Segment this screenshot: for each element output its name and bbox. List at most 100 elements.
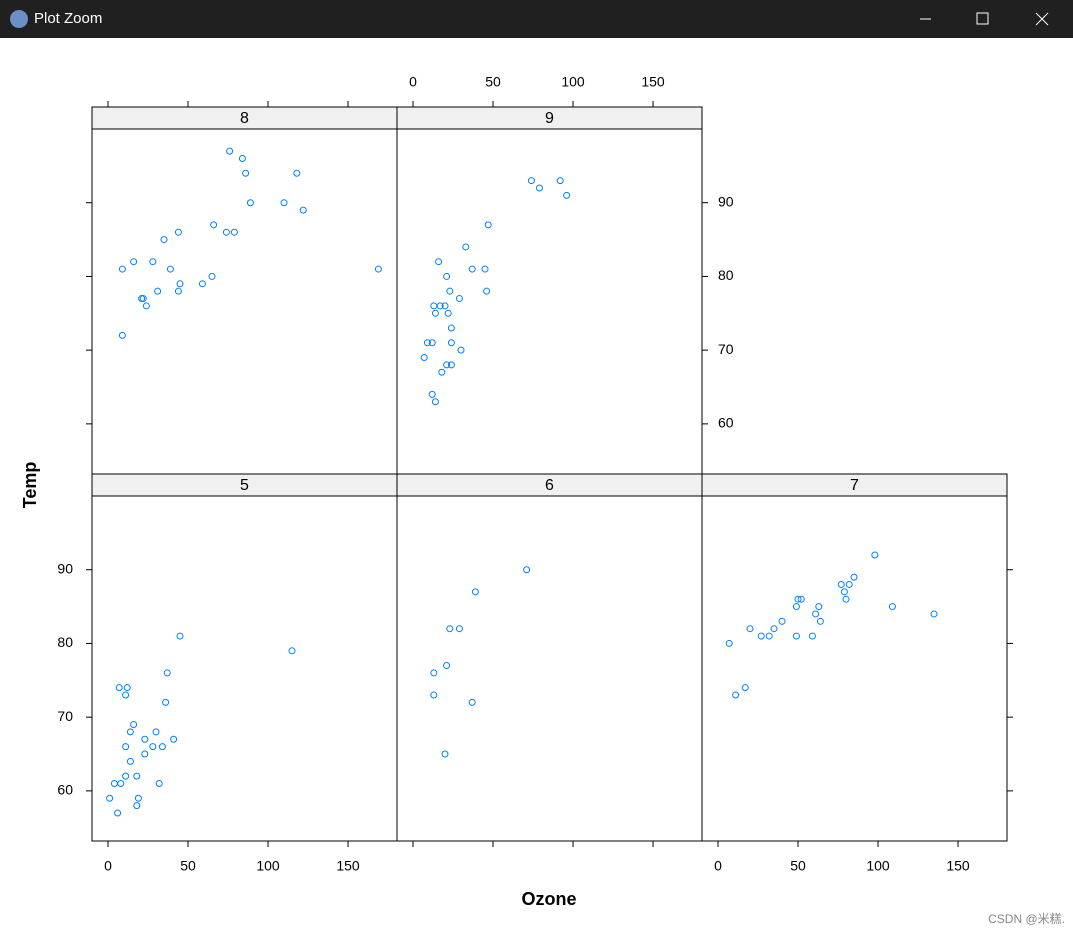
point bbox=[438, 368, 446, 376]
point bbox=[230, 228, 238, 236]
point bbox=[117, 780, 125, 787]
point bbox=[455, 625, 463, 633]
panel bbox=[396, 495, 703, 842]
point bbox=[226, 147, 234, 155]
point bbox=[441, 302, 449, 310]
x-axis-label: Ozone bbox=[521, 889, 576, 909]
title-bar-graphics bbox=[10, 10, 1049, 28]
point bbox=[812, 610, 820, 618]
point bbox=[222, 228, 230, 236]
maximize-button[interactable] bbox=[976, 12, 989, 25]
point bbox=[139, 295, 147, 303]
point bbox=[443, 272, 451, 280]
point bbox=[794, 595, 802, 603]
point bbox=[133, 802, 141, 810]
app-icon bbox=[10, 10, 28, 28]
point bbox=[431, 309, 439, 317]
x-tick-label: 150 bbox=[336, 858, 360, 874]
point bbox=[126, 728, 134, 736]
point bbox=[155, 780, 163, 787]
point bbox=[792, 632, 800, 640]
point bbox=[447, 361, 455, 369]
y-tick-label: 80 bbox=[718, 267, 734, 283]
point bbox=[118, 265, 126, 273]
point bbox=[431, 398, 439, 406]
point bbox=[142, 302, 150, 310]
point bbox=[436, 302, 444, 310]
point bbox=[158, 743, 166, 751]
point bbox=[815, 603, 823, 611]
point bbox=[166, 265, 174, 273]
point bbox=[106, 794, 114, 802]
point bbox=[441, 750, 449, 758]
y-tick-label: 70 bbox=[718, 341, 734, 357]
point bbox=[556, 177, 564, 185]
point bbox=[170, 735, 178, 743]
point bbox=[871, 551, 879, 559]
point bbox=[210, 221, 218, 229]
point bbox=[842, 595, 850, 603]
x-tick-label: 0 bbox=[409, 74, 417, 90]
point bbox=[130, 721, 138, 729]
strip-label: 5 bbox=[240, 477, 249, 494]
watermark: CSDN @米糕. bbox=[988, 912, 1065, 926]
point bbox=[114, 809, 122, 817]
point bbox=[130, 258, 138, 266]
panel bbox=[396, 128, 703, 475]
y-tick-label: 60 bbox=[718, 415, 734, 431]
point bbox=[133, 772, 141, 780]
point bbox=[198, 280, 206, 288]
point bbox=[765, 632, 773, 640]
point bbox=[930, 610, 938, 618]
point bbox=[154, 287, 162, 295]
y-tick-label: 80 bbox=[57, 634, 73, 650]
point bbox=[293, 169, 301, 177]
point bbox=[299, 206, 307, 214]
window-title: Plot Zoom bbox=[34, 10, 103, 27]
point bbox=[757, 632, 765, 640]
x-tick-label: 100 bbox=[561, 74, 585, 90]
point bbox=[118, 331, 126, 339]
point bbox=[484, 221, 492, 229]
y-axis-label: Temp bbox=[20, 462, 40, 509]
strip-label: 8 bbox=[240, 110, 249, 127]
point bbox=[732, 691, 740, 699]
title-bar: Plot Zoom bbox=[0, 0, 1073, 38]
x-tick-label: 50 bbox=[485, 74, 501, 90]
point bbox=[446, 287, 454, 295]
point bbox=[430, 302, 438, 310]
point bbox=[420, 354, 428, 362]
point bbox=[443, 662, 451, 670]
point bbox=[778, 617, 786, 625]
x-tick-label: 50 bbox=[790, 858, 806, 874]
point bbox=[471, 588, 479, 596]
point bbox=[174, 228, 182, 236]
point bbox=[430, 669, 438, 677]
point bbox=[770, 625, 778, 633]
x-tick-label: 100 bbox=[866, 858, 890, 874]
x-tick-label: 150 bbox=[641, 74, 665, 90]
point bbox=[837, 580, 845, 588]
point bbox=[246, 199, 254, 207]
point bbox=[163, 669, 171, 677]
strip-label: 7 bbox=[850, 477, 859, 494]
point bbox=[174, 287, 182, 295]
point bbox=[242, 169, 250, 177]
close-button[interactable] bbox=[1035, 12, 1049, 26]
point bbox=[428, 339, 436, 347]
point bbox=[563, 191, 571, 199]
point bbox=[447, 339, 455, 347]
point bbox=[741, 684, 749, 692]
point bbox=[123, 684, 131, 692]
point bbox=[176, 632, 184, 640]
point bbox=[134, 794, 142, 802]
point bbox=[483, 287, 491, 295]
point bbox=[462, 243, 470, 251]
point bbox=[746, 625, 754, 633]
point bbox=[280, 199, 288, 207]
point bbox=[535, 184, 543, 192]
point bbox=[122, 772, 130, 780]
point bbox=[176, 280, 184, 288]
point bbox=[792, 603, 800, 611]
